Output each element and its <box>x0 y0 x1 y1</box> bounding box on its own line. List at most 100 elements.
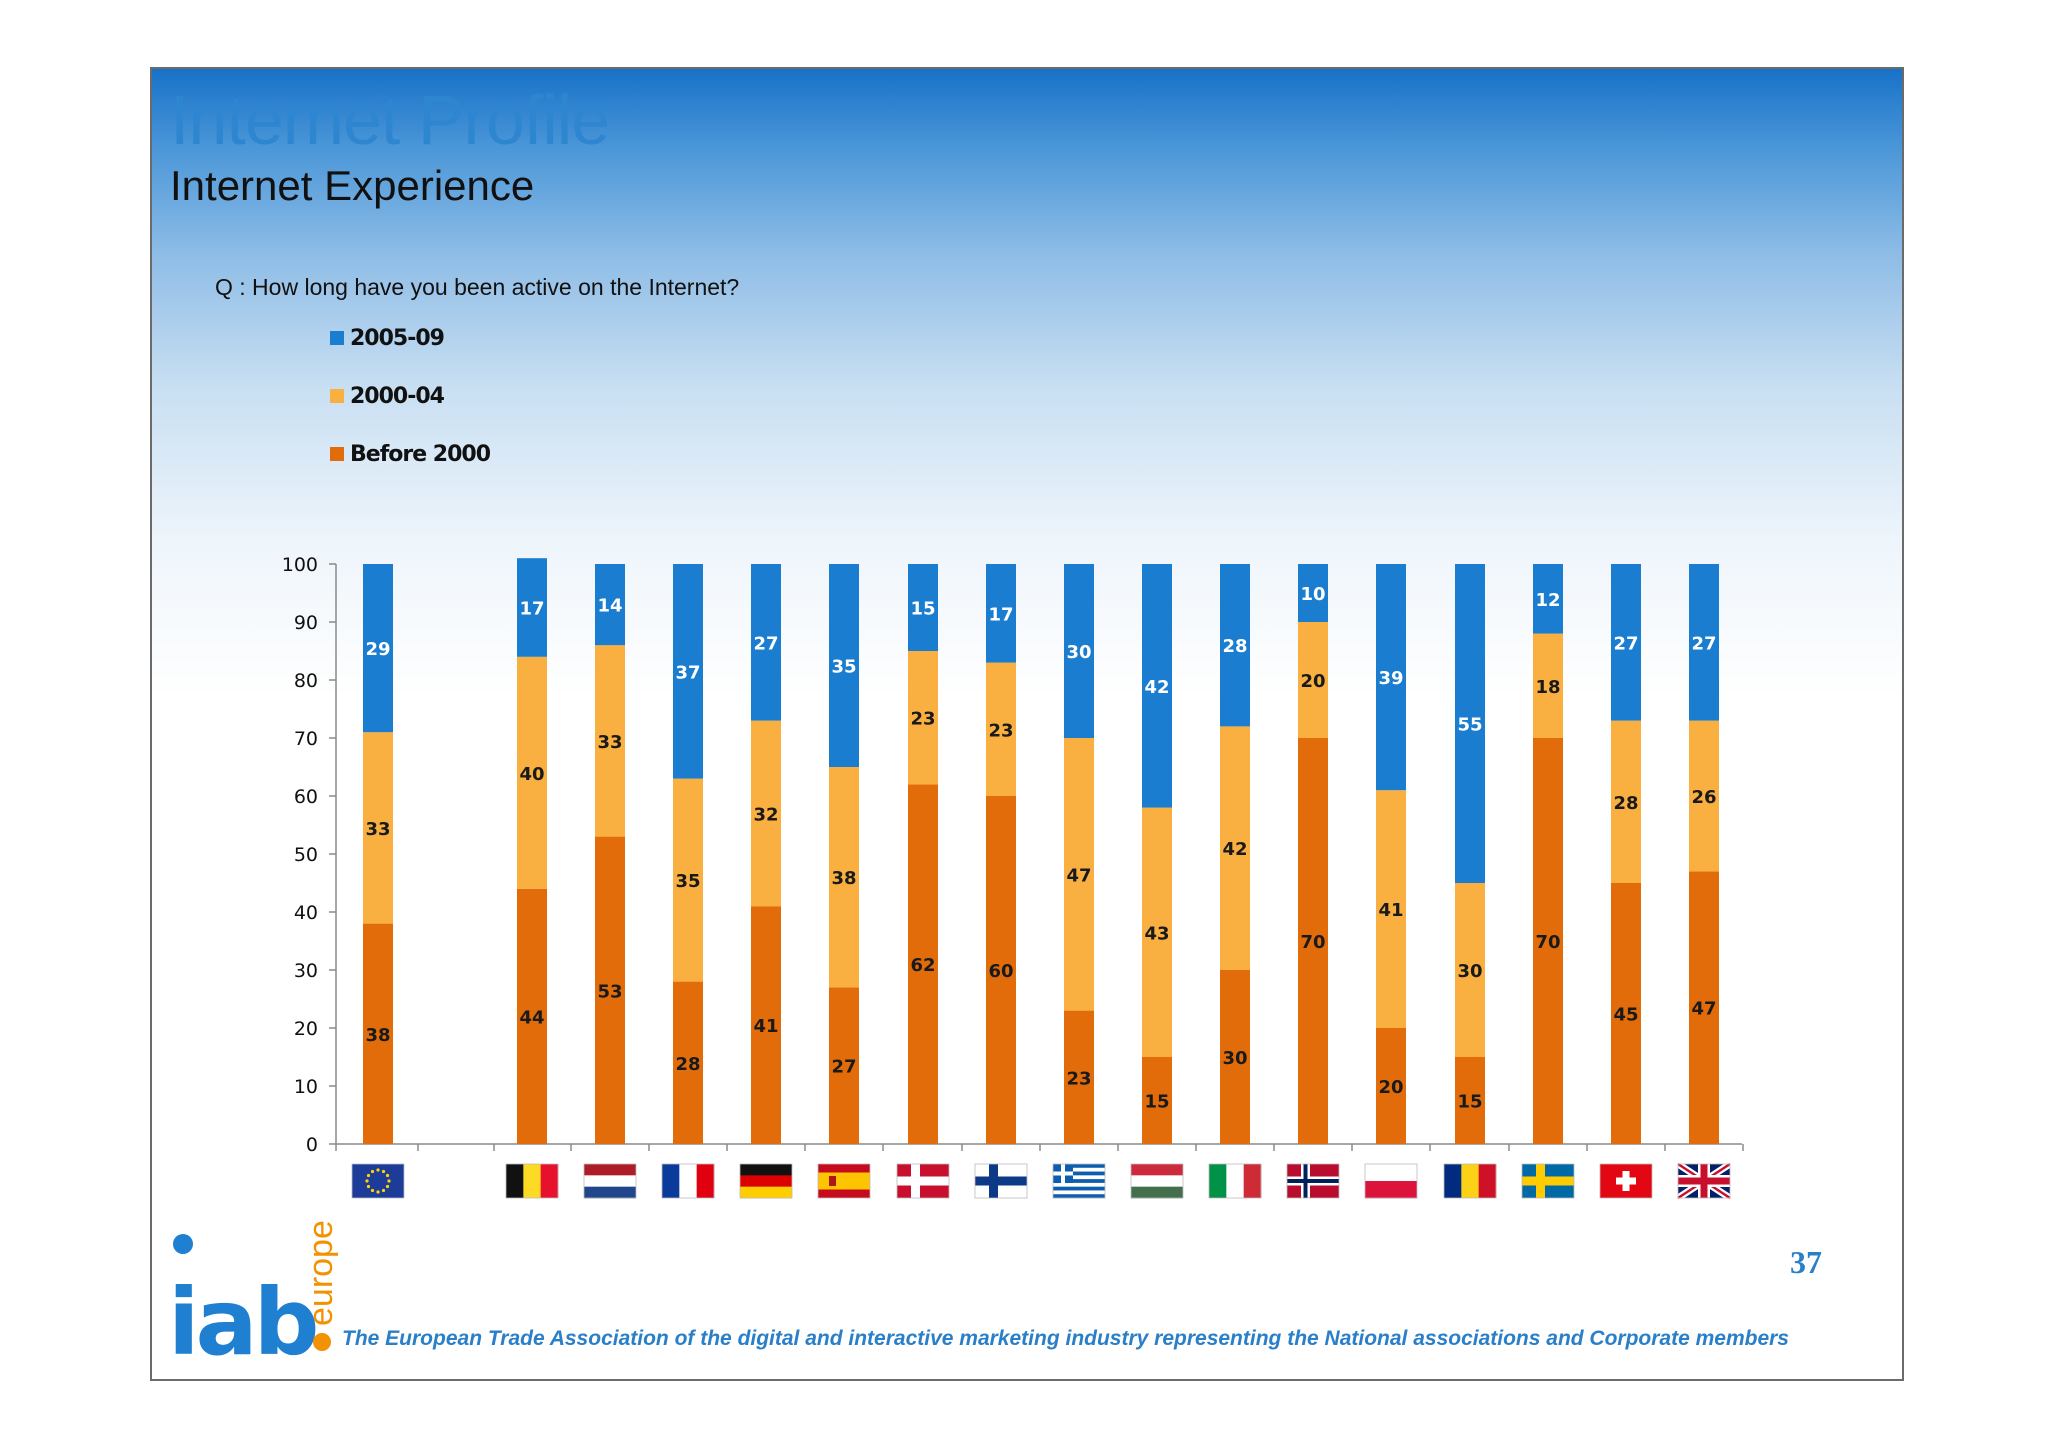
data-label: 41 <box>1378 900 1403 921</box>
logo-sub-text: europe <box>302 1220 338 1326</box>
bar-segment-romania-before-2000 <box>1455 1057 1485 1144</box>
y-tick-label: 100 <box>282 554 318 576</box>
eu-flag-icon <box>351 1163 405 1199</box>
bar-segment-netherlands-2005-09 <box>595 564 625 646</box>
bar-segment-finland-2005-09 <box>986 564 1016 663</box>
hungary-flag-icon <box>1130 1163 1184 1199</box>
poland-flag-icon <box>1364 1163 1418 1199</box>
logo-dot-orange <box>313 1333 331 1351</box>
finland-flag-icon <box>974 1163 1028 1199</box>
data-label: 47 <box>1066 865 1091 886</box>
data-label: 29 <box>365 639 390 660</box>
data-label: 38 <box>831 868 856 889</box>
legend-label: 2005-09 <box>350 325 445 351</box>
data-label: 39 <box>1378 668 1403 689</box>
bar-segment-france-2000-04 <box>673 778 703 982</box>
data-label: 17 <box>519 599 544 620</box>
y-tick-label: 30 <box>294 960 318 982</box>
data-label: 37 <box>675 662 700 683</box>
data-label: 27 <box>1613 633 1638 654</box>
bar-segment-germany-2000-04 <box>751 720 781 907</box>
bar-segment-switzerland-2000-04 <box>1611 720 1641 883</box>
y-tick-label: 80 <box>294 670 318 692</box>
data-label: 23 <box>910 709 935 730</box>
data-label: 18 <box>1535 677 1560 698</box>
legend-item-before-2000: Before 2000 <box>330 439 491 469</box>
bar-segment-belgium-before-2000 <box>517 888 547 1144</box>
data-label: 12 <box>1535 590 1560 611</box>
bar-segment-greece-2005-09 <box>1064 564 1094 738</box>
data-label: 35 <box>831 657 856 678</box>
bar-segment-poland-before-2000 <box>1376 1028 1406 1144</box>
data-label: 15 <box>1144 1092 1169 1113</box>
chart-bars <box>363 558 1719 1144</box>
data-label: 28 <box>675 1054 700 1075</box>
legend-swatch-before-2000 <box>330 447 344 461</box>
bar-segment-norway-2005-09 <box>1298 564 1328 622</box>
bar-segment-uk-2005-09 <box>1689 564 1719 721</box>
data-label: 55 <box>1457 715 1482 736</box>
data-label: 17 <box>988 604 1013 625</box>
bar-segment-romania-2000-04 <box>1455 883 1485 1057</box>
bar-segment-germany-before-2000 <box>751 906 781 1144</box>
data-label: 33 <box>597 732 622 753</box>
bar-segment-hungary-2000-04 <box>1142 807 1172 1057</box>
legend-item-2005-09: 2005-09 <box>330 323 445 353</box>
logo-main-text: iab <box>168 1269 316 1366</box>
bar-segment-sweden-2000-04 <box>1533 633 1563 738</box>
bar-segment-netherlands-2000-04 <box>595 645 625 837</box>
data-label: 15 <box>910 599 935 620</box>
survey-question: Q : How long have you been active on the… <box>215 274 740 300</box>
page-subtitle: Internet Experience <box>170 162 535 209</box>
bar-segment-poland-2000-04 <box>1376 790 1406 1028</box>
data-label: 27 <box>753 633 778 654</box>
bar-segment-italy-2005-09 <box>1220 564 1250 727</box>
data-label: 53 <box>597 981 622 1002</box>
bar-segment-eu-before-2000 <box>363 923 393 1144</box>
bar-segment-belgium-2000-04 <box>517 656 547 889</box>
legend-swatch-2000-04 <box>330 389 344 403</box>
bar-segment-italy-2000-04 <box>1220 726 1250 970</box>
greece-flag-icon <box>1052 1163 1106 1199</box>
y-tick-label: 0 <box>306 1134 318 1156</box>
data-label: 41 <box>753 1016 778 1037</box>
data-label: 38 <box>365 1025 390 1046</box>
denmark-flag-icon <box>896 1163 950 1199</box>
norway-flag-icon <box>1286 1163 1340 1199</box>
bar-segment-italy-before-2000 <box>1220 970 1250 1144</box>
data-label: 27 <box>831 1057 856 1078</box>
bar-segment-netherlands-before-2000 <box>595 836 625 1144</box>
bar-segment-france-2005-09 <box>673 564 703 779</box>
romania-flag-icon <box>1443 1163 1497 1199</box>
legend-label: 2000-04 <box>350 383 445 409</box>
sweden-flag-icon <box>1521 1163 1575 1199</box>
switzerland-flag-icon <box>1599 1163 1653 1199</box>
bar-segment-norway-2000-04 <box>1298 622 1328 738</box>
data-label: 44 <box>519 1007 544 1028</box>
bar-segment-uk-before-2000 <box>1689 871 1719 1144</box>
legend-item-2000-04: 2000-04 <box>330 381 445 411</box>
data-label: 15 <box>1457 1092 1482 1113</box>
data-label: 42 <box>1144 677 1169 698</box>
legend-swatch-2005-09 <box>330 331 344 345</box>
bar-segment-hungary-2005-09 <box>1142 564 1172 808</box>
legend-label: Before 2000 <box>350 441 491 467</box>
data-label: 10 <box>1300 584 1325 605</box>
bar-segment-finland-2000-04 <box>986 662 1016 796</box>
bar-segment-spain-before-2000 <box>829 987 859 1144</box>
bar-segment-switzerland-before-2000 <box>1611 883 1641 1144</box>
france-flag-icon <box>661 1163 715 1199</box>
data-label: 30 <box>1066 642 1091 663</box>
y-tick-label: 10 <box>294 1076 318 1098</box>
y-tick-label: 20 <box>294 1018 318 1040</box>
belgium-flag-icon <box>505 1163 559 1199</box>
stacked-bar-chart: 0 10 20 30 40 50 60 70 80 90 100 38 33 29 44 40 17 53 33 1… <box>282 554 1744 1201</box>
bar-segment-switzerland-2005-09 <box>1611 564 1641 721</box>
data-label: 62 <box>910 955 935 976</box>
bar-segment-denmark-2005-09 <box>908 564 938 651</box>
data-label: 43 <box>1144 923 1169 944</box>
y-tick-label: 70 <box>294 728 318 750</box>
data-label: 23 <box>1066 1068 1091 1089</box>
page-title: Internet Profile <box>170 81 610 159</box>
data-label: 35 <box>675 871 700 892</box>
